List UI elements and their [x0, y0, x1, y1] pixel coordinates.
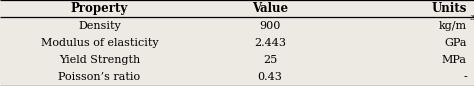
- Text: Density: Density: [78, 21, 121, 31]
- Text: GPa: GPa: [445, 38, 467, 48]
- Text: -: -: [463, 72, 467, 82]
- Text: 25: 25: [263, 55, 277, 65]
- Text: 0.43: 0.43: [258, 72, 283, 82]
- Text: Units: Units: [431, 2, 467, 15]
- Text: Yield Strength: Yield Strength: [59, 55, 140, 65]
- Text: MPa: MPa: [442, 55, 467, 65]
- Text: Value: Value: [252, 2, 288, 15]
- Text: 3: 3: [470, 14, 474, 22]
- Text: Property: Property: [71, 2, 128, 15]
- Text: kg/m: kg/m: [439, 21, 467, 31]
- Text: Modulus of elasticity: Modulus of elasticity: [41, 38, 158, 48]
- Text: 2.443: 2.443: [254, 38, 286, 48]
- Text: Poisson’s ratio: Poisson’s ratio: [58, 72, 141, 82]
- Text: 900: 900: [259, 21, 281, 31]
